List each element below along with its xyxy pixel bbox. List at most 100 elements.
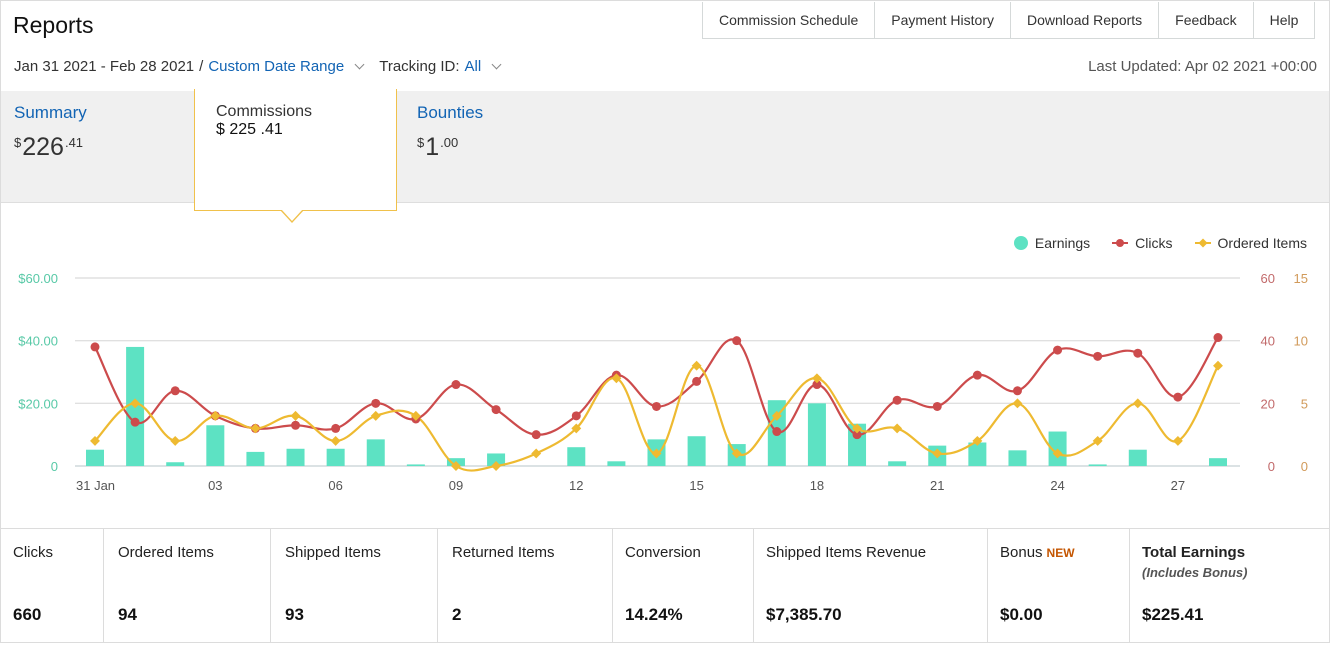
y-tick-label-clicks: 40 <box>1261 334 1275 349</box>
clicks-point <box>531 430 541 440</box>
earnings-bar <box>607 461 626 466</box>
ordered-items-point <box>250 423 261 434</box>
bonus-label: Bonus <box>1000 544 1043 561</box>
tab-summary[interactable]: Summary $ 226 .41 <box>14 103 87 160</box>
custom-date-range-link[interactable]: Custom Date Range <box>208 58 345 75</box>
earnings-bar <box>406 464 425 466</box>
clicks-point <box>1173 392 1183 402</box>
clicks-point <box>170 386 180 396</box>
report-filters: Jan 31 2021 - Feb 28 2021 / Custom Date … <box>14 58 508 75</box>
clicks-point <box>892 395 902 405</box>
ordered-items-point <box>1092 435 1103 446</box>
feedback-button[interactable]: Feedback <box>1159 2 1254 38</box>
ordered-items-point <box>1213 360 1223 371</box>
ordered-items-point <box>771 410 782 421</box>
clicks-point <box>772 427 782 437</box>
x-tick-label: 15 <box>689 478 703 493</box>
clicks-point <box>732 336 742 346</box>
earnings-bar <box>1128 449 1147 466</box>
stat-label: Shipped Items <box>285 544 381 561</box>
clicks-point <box>1053 345 1063 355</box>
ordered-items-point <box>90 435 100 446</box>
stat-conversion: Conversion 14.24% <box>613 529 754 642</box>
tracking-id-dropdown[interactable]: All <box>464 58 482 75</box>
clicks-point <box>972 370 982 380</box>
clicks-point <box>291 420 301 430</box>
tab-commissions[interactable]: Commissions $ 225 .41 <box>194 89 397 223</box>
x-tick-label: 31 Jan <box>76 478 115 493</box>
earnings-swatch-icon <box>1013 236 1028 250</box>
clicks-point <box>1012 386 1022 396</box>
ordered-items-swatch-icon <box>1194 242 1211 244</box>
ordered-items-point <box>370 410 381 421</box>
x-tick-label: 06 <box>328 478 342 493</box>
earnings-bar <box>1008 450 1027 466</box>
ordered-items-point <box>691 360 702 371</box>
ordered-items-point <box>571 423 582 434</box>
clicks-point <box>1213 333 1223 343</box>
stat-returned-items: Returned Items 2 <box>438 529 613 642</box>
clicks-point <box>692 376 702 386</box>
earnings-chart: 0 0 0 $20.00 20 5 $40.00 40 10 $60.00 60 15 31 Jan 03… <box>18 271 1308 493</box>
y-tick-label-ordered: 0 <box>1301 459 1308 474</box>
stat-label: Ordered Items <box>118 544 214 561</box>
earnings-bar <box>687 436 706 466</box>
legend-ordered-items[interactable]: Ordered Items <box>1194 235 1307 251</box>
help-button[interactable]: Help <box>1253 2 1316 38</box>
earnings-bar <box>888 461 907 466</box>
legend-earnings[interactable]: Earnings <box>1013 235 1090 251</box>
ordered-items-point <box>932 448 943 459</box>
earnings-bar <box>246 451 265 466</box>
clicks-point <box>331 423 341 433</box>
stat-label: Bonus NEW <box>1000 544 1129 561</box>
last-updated: Last Updated: Apr 02 2021 +00:00 <box>1088 58 1317 75</box>
x-tick-label: 12 <box>569 478 583 493</box>
clicks-point <box>1133 348 1143 358</box>
stat-value: $7,385.70 <box>766 605 842 624</box>
amount-cents: .41 <box>260 121 283 138</box>
ordered-items-point <box>170 435 181 446</box>
chevron-down-icon[interactable] <box>354 59 365 70</box>
stat-value: 2 <box>452 605 462 624</box>
earnings-bar <box>86 449 104 466</box>
y-tick-label-left: 0 <box>51 459 58 474</box>
stat-shipped-items: Shipped Items 93 <box>271 529 438 642</box>
legend-clicks[interactable]: Clicks <box>1112 235 1173 251</box>
tab-bounties[interactable]: Bounties $ 1 .00 <box>417 103 483 160</box>
earnings-bar <box>807 403 826 466</box>
earnings-bar <box>567 447 586 466</box>
amount-whole: 225 <box>229 121 257 138</box>
tab-commissions-label[interactable]: Commissions <box>216 103 313 120</box>
stat-label: Clicks <box>13 544 53 561</box>
bounties-amount: $ 1 .00 <box>417 134 483 160</box>
clicks-point <box>812 380 822 390</box>
tab-bounties-label[interactable]: Bounties <box>417 103 484 122</box>
clicks-point <box>491 405 501 415</box>
commission-schedule-button[interactable]: Commission Schedule <box>703 2 876 38</box>
tab-summary-label[interactable]: Summary <box>14 103 87 122</box>
clicks-point <box>571 411 581 421</box>
payment-history-button[interactable]: Payment History <box>875 2 1011 38</box>
y-tick-label-left: $20.00 <box>18 396 58 411</box>
stat-value: $0.00 <box>1000 605 1043 624</box>
stat-value: $225.41 <box>1142 605 1204 624</box>
page-title: Reports <box>13 12 94 38</box>
ordered-items-point <box>972 435 983 446</box>
currency-symbol: $ <box>417 135 425 150</box>
separator: / <box>199 58 204 75</box>
stat-total-earnings: Total Earnings (Includes Bonus) $225.41 <box>1130 529 1329 642</box>
clicks-point <box>371 398 381 408</box>
y-tick-label-ordered: 10 <box>1294 334 1308 349</box>
new-badge: NEW <box>1046 546 1075 560</box>
clicks-point <box>852 430 862 440</box>
stat-ordered-items: Ordered Items 94 <box>104 529 271 642</box>
stats-bar: Clicks 660 Ordered Items 94 Shipped Item… <box>1 528 1329 642</box>
stat-shipped-items-revenue: Shipped Items Revenue $7,385.70 <box>754 529 988 642</box>
stat-label: Shipped Items Revenue <box>766 544 927 561</box>
download-reports-button[interactable]: Download Reports <box>1011 2 1160 38</box>
stat-sublabel: (Includes Bonus) <box>1142 565 1248 580</box>
chevron-down-icon[interactable] <box>491 59 502 70</box>
ordered-items-point <box>531 448 542 459</box>
clicks-point <box>932 401 942 411</box>
earnings-bar <box>166 462 185 466</box>
